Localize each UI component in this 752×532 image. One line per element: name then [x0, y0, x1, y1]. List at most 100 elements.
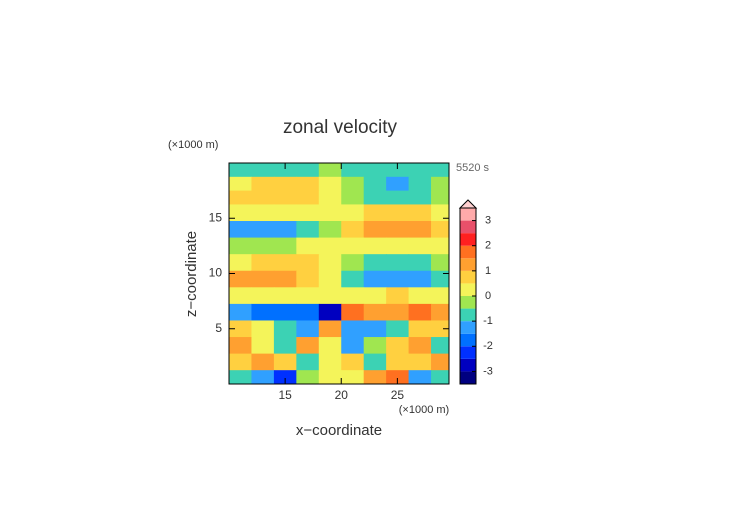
field-cell [296, 163, 320, 178]
field-cell [229, 176, 252, 192]
field-cell [431, 237, 450, 255]
field-cell [341, 176, 365, 192]
field-cell [408, 176, 432, 192]
field-cell [251, 270, 275, 288]
field-cell [431, 190, 450, 205]
field-cell [363, 204, 387, 222]
field-cell [229, 270, 252, 288]
colorbar-band [460, 308, 476, 322]
field-cell [273, 237, 297, 255]
field-cell [363, 176, 387, 192]
field-cell [273, 190, 297, 205]
field-cell [251, 176, 275, 192]
field-cell [296, 303, 320, 321]
field-cell [386, 270, 410, 288]
field-cell [386, 176, 410, 192]
colorbar-band [460, 245, 476, 259]
x-tick-label: 15 [278, 388, 292, 402]
field-cell [386, 303, 410, 321]
field-cell [296, 254, 320, 272]
field-cell [296, 353, 320, 371]
field-cell [431, 254, 450, 272]
colorbar-band [460, 358, 476, 372]
field-cell [318, 163, 342, 178]
field-cell [363, 190, 387, 205]
colorbar-band [460, 270, 476, 284]
field-cell [341, 270, 365, 288]
field-cell [318, 190, 342, 205]
x-tick-label: 25 [391, 388, 405, 402]
field-cell [341, 370, 365, 385]
field-cell [408, 303, 432, 321]
field-cell [251, 254, 275, 272]
field-cell [318, 370, 342, 385]
field-cell [251, 190, 275, 205]
field-cell [273, 337, 297, 355]
colorbar-tick-label: 0 [485, 290, 491, 302]
field-cell [251, 353, 275, 371]
field-cell [386, 254, 410, 272]
field-cell [273, 204, 297, 222]
field-cell [229, 303, 252, 321]
field-cell [386, 287, 410, 305]
field-cell [273, 176, 297, 192]
field-cell [386, 337, 410, 355]
field-cell [251, 163, 275, 178]
field-cell [318, 221, 342, 239]
field-cell [341, 190, 365, 205]
colorbar-band [460, 208, 476, 221]
field-cell [229, 221, 252, 239]
field-cell [386, 320, 410, 338]
colorbar-band [460, 220, 476, 234]
field-cell [318, 254, 342, 272]
chart-title: zonal velocity [283, 117, 398, 138]
field-cell [408, 221, 432, 239]
field-cell [318, 303, 342, 321]
field-cell [251, 221, 275, 239]
field-cell [408, 370, 432, 385]
field-cell [408, 287, 432, 305]
colorbar-tick-label: -1 [483, 315, 493, 327]
field-cell [408, 320, 432, 338]
field-cell [363, 303, 387, 321]
field-cell [273, 370, 297, 385]
field-cell [408, 190, 432, 205]
y-unit: (×1000 m) [168, 139, 218, 151]
field-cell [229, 337, 252, 355]
field-cell [273, 254, 297, 272]
field-cell [408, 204, 432, 222]
colorbar-band [460, 333, 476, 347]
field-cell [229, 237, 252, 255]
field-cell [318, 204, 342, 222]
field-cell [363, 320, 387, 338]
field-cell [341, 163, 365, 178]
field-cell [408, 163, 432, 178]
field-cell [363, 287, 387, 305]
field-cell [408, 254, 432, 272]
field-cell [363, 270, 387, 288]
field-cell [273, 303, 297, 321]
field-cell [363, 254, 387, 272]
field-cell [273, 353, 297, 371]
colorbar-tick-label: -3 [483, 365, 493, 377]
field-cell [318, 287, 342, 305]
field-cell [386, 204, 410, 222]
field-cell [386, 190, 410, 205]
field-cell [229, 353, 252, 371]
colorbar-band [460, 346, 476, 359]
colorbar-band [460, 296, 476, 309]
y-tick-label: 5 [215, 321, 222, 335]
field-cell [363, 353, 387, 371]
colorbar-band [460, 283, 476, 296]
field-cell [431, 163, 450, 178]
field-cell [229, 370, 252, 385]
field-cell [229, 287, 252, 305]
field-cell [296, 287, 320, 305]
field-cell [341, 221, 365, 239]
field-cell [341, 204, 365, 222]
field-cell [341, 303, 365, 321]
field-cell [431, 303, 450, 321]
field-cell [229, 204, 252, 222]
field-cell [296, 221, 320, 239]
